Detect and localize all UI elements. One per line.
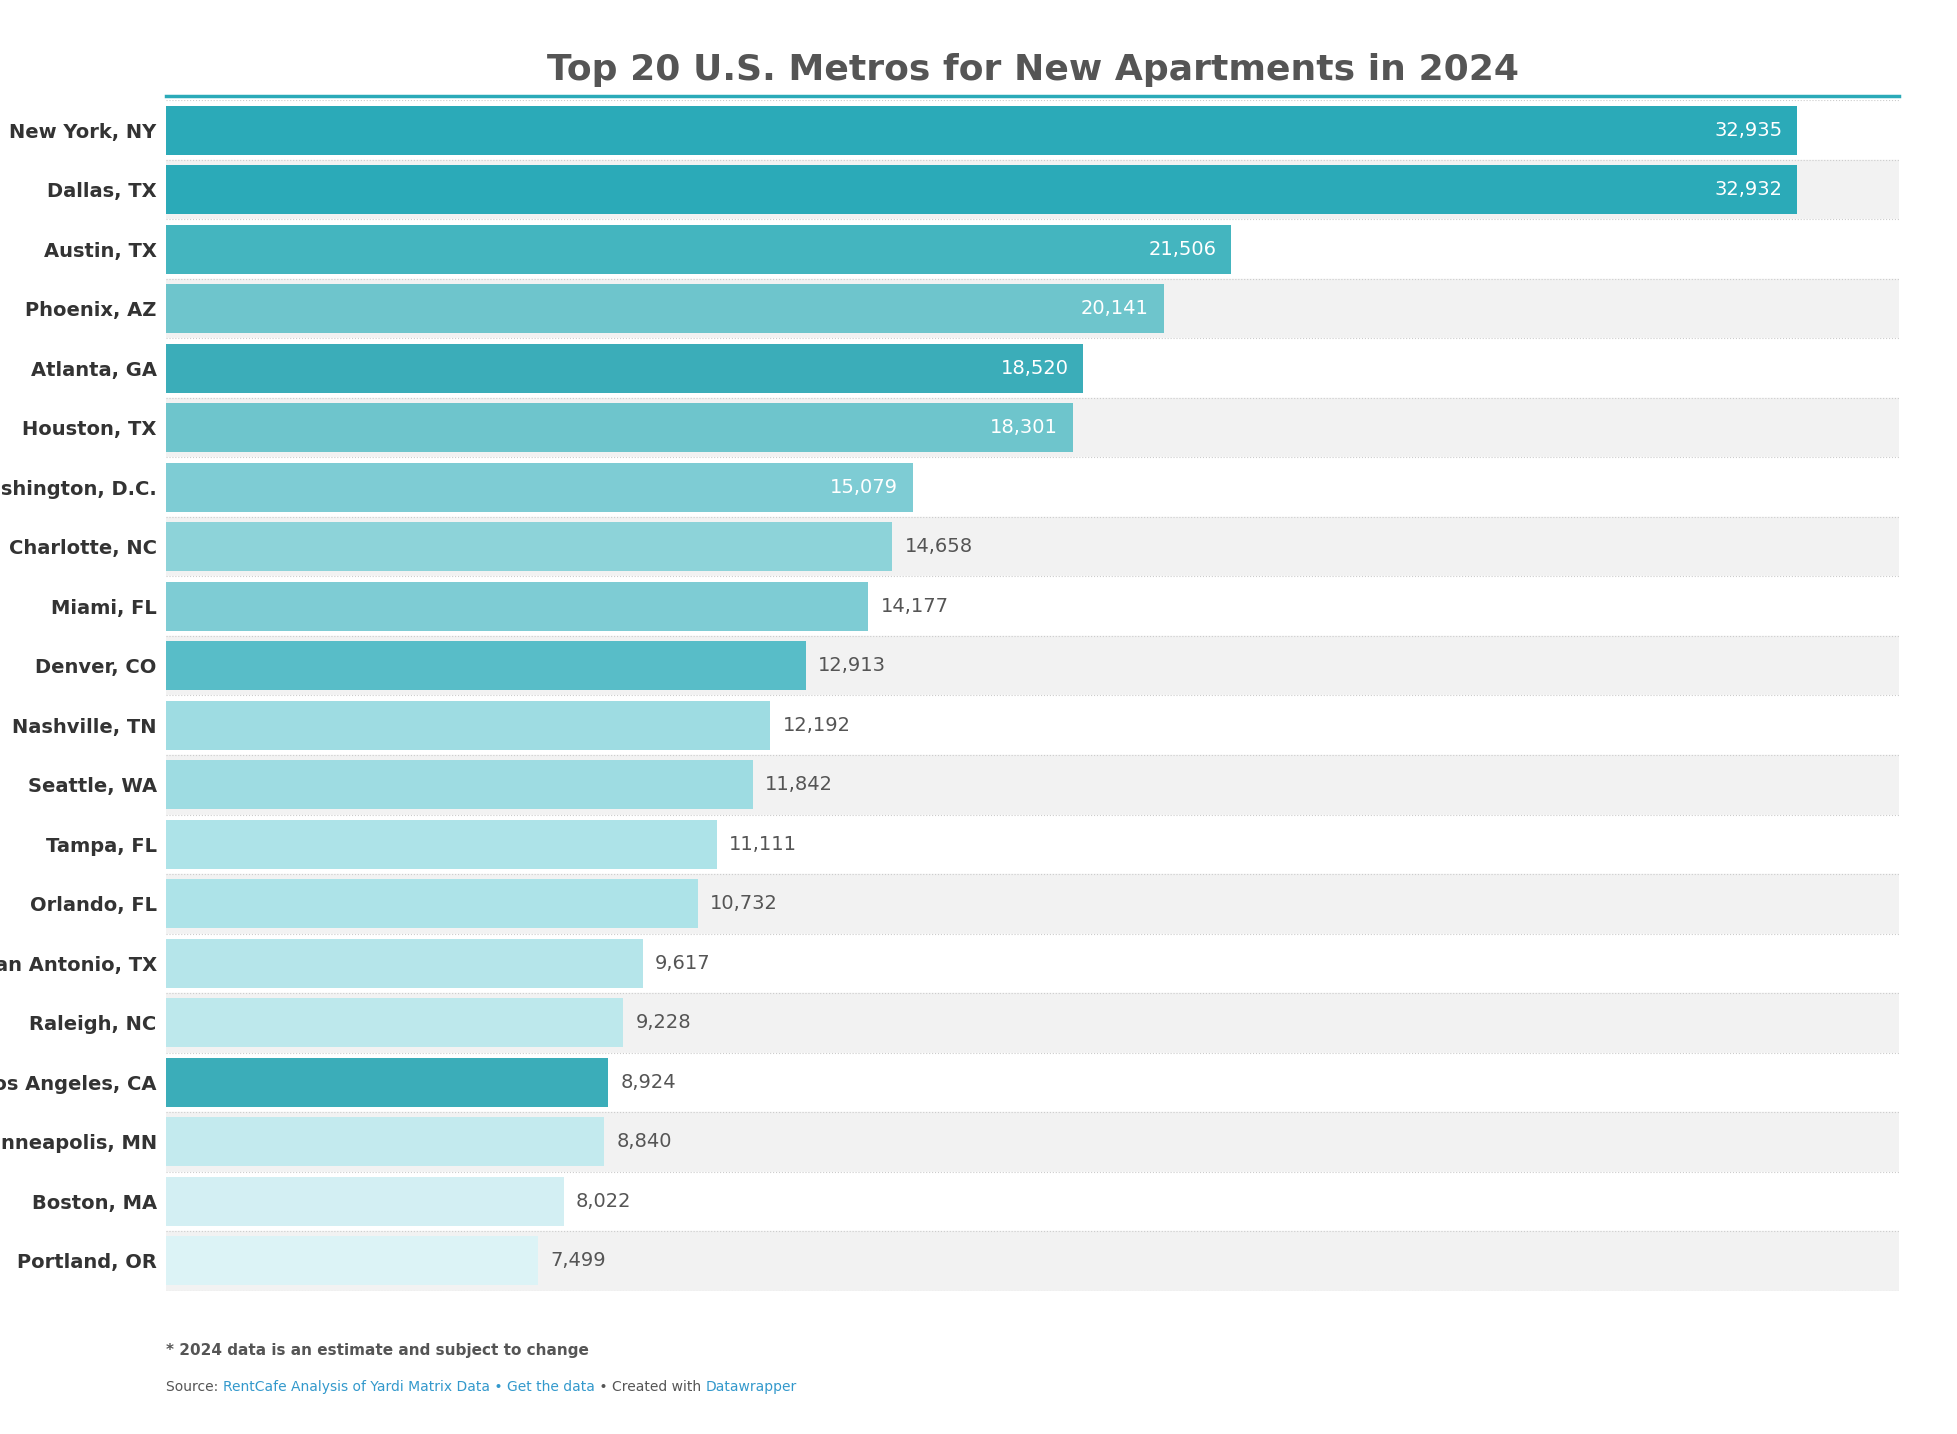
Bar <box>166 1236 538 1285</box>
Bar <box>166 934 1898 994</box>
Bar <box>166 641 806 690</box>
Text: 7,499: 7,499 <box>550 1252 605 1271</box>
Text: 15,079: 15,079 <box>830 478 898 496</box>
Bar <box>166 1113 1898 1172</box>
Bar <box>166 875 1898 934</box>
Bar <box>166 879 697 928</box>
Text: 11,111: 11,111 <box>728 835 796 853</box>
Text: 21,506: 21,506 <box>1147 239 1215 258</box>
Text: • Get the data: • Get the data <box>489 1380 595 1394</box>
Bar <box>166 1117 605 1166</box>
Text: RentCafe Analysis of Yardi Matrix Data: RentCafe Analysis of Yardi Matrix Data <box>223 1380 489 1394</box>
Text: 20,141: 20,141 <box>1080 300 1149 318</box>
Bar <box>166 338 1898 397</box>
Text: • Created with: • Created with <box>595 1380 705 1394</box>
Bar <box>166 100 1898 159</box>
Text: 9,228: 9,228 <box>636 1014 691 1032</box>
Bar <box>166 582 867 631</box>
Bar <box>166 522 892 571</box>
Text: 12,913: 12,913 <box>818 657 887 675</box>
Bar <box>166 760 751 809</box>
Bar <box>166 165 1797 214</box>
Bar <box>166 397 1898 457</box>
Bar <box>166 284 1162 333</box>
Text: 18,520: 18,520 <box>1000 358 1069 377</box>
Bar <box>166 1053 1898 1113</box>
Bar <box>166 159 1898 219</box>
Text: 12,192: 12,192 <box>783 716 849 734</box>
Text: Datawrapper: Datawrapper <box>705 1380 796 1394</box>
Bar <box>166 278 1898 338</box>
Bar <box>166 695 1898 754</box>
Bar <box>166 106 1797 155</box>
Text: 11,842: 11,842 <box>765 776 832 794</box>
Bar <box>166 576 1898 637</box>
Bar <box>166 994 1898 1053</box>
Bar <box>166 1177 564 1226</box>
Bar <box>166 463 912 512</box>
Text: 8,022: 8,022 <box>575 1192 632 1210</box>
Bar <box>166 1232 1898 1291</box>
Bar <box>166 457 1898 516</box>
Bar <box>166 1172 1898 1232</box>
Title: Top 20 U.S. Metros for New Apartments in 2024: Top 20 U.S. Metros for New Apartments in… <box>546 53 1519 86</box>
Bar <box>166 219 1898 278</box>
Text: 9,617: 9,617 <box>654 954 710 972</box>
Bar <box>166 637 1898 695</box>
Bar <box>166 1058 609 1107</box>
Text: 8,840: 8,840 <box>616 1133 671 1152</box>
Bar <box>166 820 716 869</box>
Text: 8,924: 8,924 <box>620 1073 675 1091</box>
Text: 18,301: 18,301 <box>990 419 1057 437</box>
Bar <box>166 701 769 750</box>
Bar <box>166 998 622 1047</box>
Bar <box>166 939 642 988</box>
Text: 14,177: 14,177 <box>881 597 949 615</box>
Text: * 2024 data is an estimate and subject to change: * 2024 data is an estimate and subject t… <box>166 1344 589 1358</box>
Bar <box>166 403 1072 452</box>
Text: 14,658: 14,658 <box>904 538 973 556</box>
Bar <box>166 518 1898 576</box>
Text: 10,732: 10,732 <box>710 895 777 913</box>
Text: 32,935: 32,935 <box>1712 120 1781 139</box>
Bar <box>166 756 1898 815</box>
Bar <box>166 815 1898 875</box>
Bar <box>166 225 1231 274</box>
Text: Source:: Source: <box>166 1380 223 1394</box>
Bar <box>166 344 1082 393</box>
Text: 32,932: 32,932 <box>1712 181 1781 199</box>
